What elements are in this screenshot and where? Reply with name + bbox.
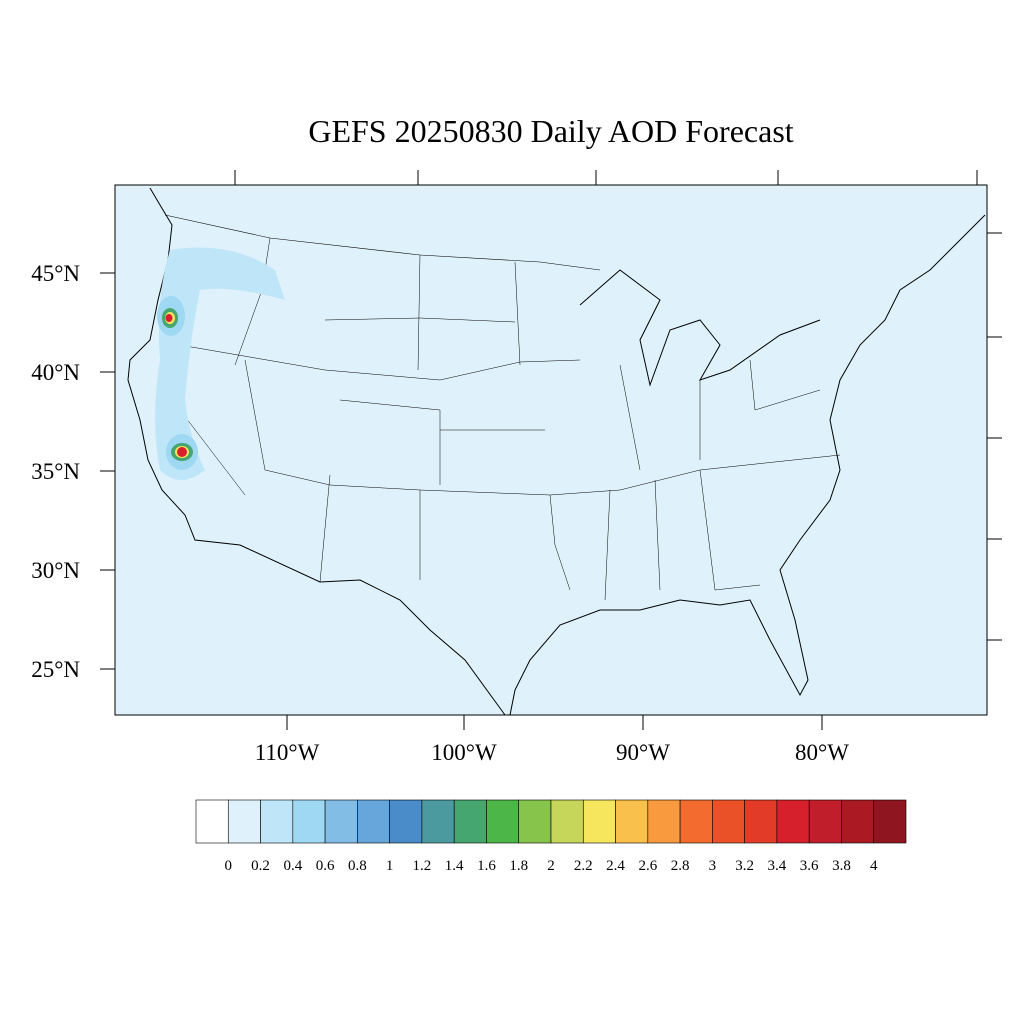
- colorbar-label: 3.2: [735, 858, 754, 874]
- colorbar-label: 2.6: [638, 858, 657, 874]
- colorbar-box: [582, 799, 616, 844]
- colorbar-box: [292, 799, 326, 844]
- colorbar-box: [486, 799, 520, 844]
- colorbar-box: [712, 799, 745, 844]
- colorbar-label: 1.4: [445, 858, 464, 874]
- map-frame: [114, 184, 988, 716]
- map-title: GEFS 20250830 Daily AOD Forecast: [308, 113, 793, 149]
- colorbar-label: 3.6: [800, 858, 819, 874]
- map-panel: [100, 170, 1002, 730]
- colorbar-label: 3.4: [768, 858, 787, 874]
- colorbar-label: 2.8: [671, 858, 690, 874]
- colorbar-box: [808, 799, 842, 844]
- colorbar-box: [776, 799, 810, 844]
- colorbar-label: 2: [547, 858, 555, 874]
- colorbar-box: [873, 799, 907, 844]
- colorbar-label: 1: [386, 858, 394, 874]
- colorbar-label: 1.2: [413, 858, 432, 874]
- colorbar-label: 2.2: [574, 858, 593, 874]
- colorbar-label: 0.6: [316, 858, 335, 874]
- colorbar-label: 1.6: [477, 858, 496, 874]
- lon-label: 110°W: [255, 740, 320, 765]
- lat-label: 25°N: [31, 657, 80, 682]
- colorbar-box: [195, 799, 229, 844]
- colorbar-label: 0: [225, 858, 233, 874]
- colorbar-label: 2.4: [606, 858, 625, 874]
- lat-label: 40°N: [31, 360, 80, 385]
- colorbar-label: 0.8: [348, 858, 367, 874]
- colorbar-box: [421, 799, 455, 844]
- aod-plume: [155, 247, 285, 480]
- colorbar-box: [518, 799, 552, 844]
- colorbar-box: [324, 799, 358, 844]
- colorbar-box: [227, 799, 261, 844]
- frame-ticks: [100, 170, 1002, 730]
- colorbar-label: 1.8: [509, 858, 528, 874]
- colorbar-box: [550, 799, 584, 844]
- lat-label: 45°N: [31, 261, 80, 286]
- lat-label: 35°N: [31, 459, 80, 484]
- lon-label: 80°W: [795, 740, 849, 765]
- lon-label: 90°W: [616, 740, 670, 765]
- lon-label: 100°W: [431, 740, 497, 765]
- colorbar-label: 0.4: [283, 858, 302, 874]
- great-lakes: [579, 269, 821, 387]
- colorbar-label: 3.8: [832, 858, 851, 874]
- colorbar-label: 4: [870, 858, 878, 874]
- colorbar-box: [679, 799, 713, 844]
- colorbar-box: [260, 799, 294, 844]
- colorbar-box: [647, 799, 681, 844]
- colorbar-label: 3: [709, 858, 717, 874]
- colorbar-box: [744, 799, 778, 844]
- colorbar-box: [841, 799, 875, 844]
- colorbar-box: [389, 799, 423, 844]
- colorbar-box: [615, 799, 649, 844]
- colorbar-label: 0.2: [251, 858, 270, 874]
- colorbar: 0 0.2 0.4 0.6 0.8 1 1.2 1.4 1.6 1.8 2 2.2 2.4 2.6 2.8 3…: [195, 799, 907, 874]
- colorbar-box: [453, 799, 487, 844]
- lat-label: 30°N: [31, 558, 80, 583]
- colorbar-box: [357, 799, 390, 844]
- axis-labels: 45°N 40°N 35°N 30°N 25°N 110°W 100°W 90°W 80°W: [31, 261, 849, 765]
